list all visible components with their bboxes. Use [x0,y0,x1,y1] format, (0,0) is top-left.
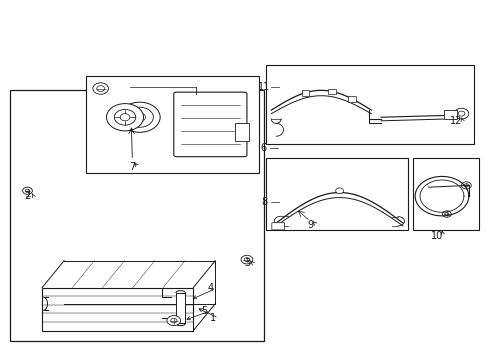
Text: 1: 1 [209,313,215,323]
Bar [42,288,193,330]
Circle shape [463,184,468,187]
Circle shape [126,107,153,127]
Bar [266,65,473,144]
Text: 10: 10 [430,231,442,240]
Bar [301,90,309,96]
Circle shape [457,111,464,116]
Text: 11: 11 [257,82,269,92]
Circle shape [244,258,249,262]
Text: 2: 2 [24,191,31,201]
Circle shape [241,255,252,264]
Bar [412,158,478,230]
Text: 5: 5 [201,306,207,316]
Text: 4: 4 [207,283,213,293]
Bar [266,158,407,230]
Circle shape [114,109,136,125]
Text: 3: 3 [244,258,249,268]
Circle shape [442,211,450,217]
Circle shape [461,182,470,189]
Circle shape [166,316,180,325]
Circle shape [120,114,130,121]
Circle shape [444,213,448,216]
Bar [347,96,355,102]
Circle shape [22,187,32,194]
Bar [86,76,259,173]
Circle shape [170,318,177,323]
Circle shape [25,189,30,192]
Circle shape [335,188,343,194]
Text: 12: 12 [449,116,462,126]
Text: 9: 9 [306,220,313,230]
Text: 6: 6 [260,143,265,153]
Circle shape [134,113,145,122]
Circle shape [97,86,104,91]
FancyBboxPatch shape [271,223,284,230]
Bar [176,293,184,323]
Bar [10,90,264,341]
Bar [328,89,335,94]
Circle shape [453,108,468,119]
Bar [444,110,456,119]
Text: 8: 8 [261,197,266,207]
Circle shape [93,83,108,94]
Circle shape [106,104,143,131]
Text: 7: 7 [129,162,135,172]
FancyBboxPatch shape [173,92,246,157]
Bar [234,123,249,140]
Circle shape [119,102,160,132]
